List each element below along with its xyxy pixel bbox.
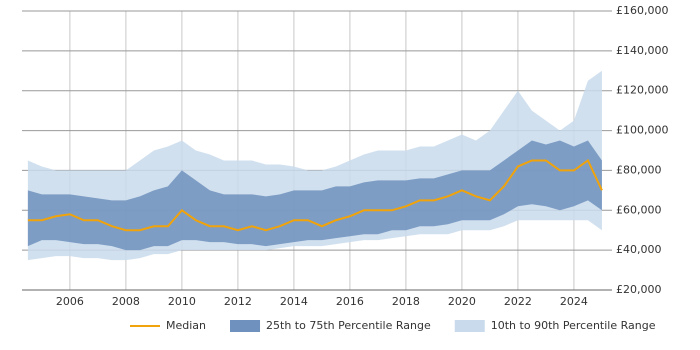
y-tick-label: £40,000 [616,243,662,256]
y-tick-label: £100,000 [616,124,669,137]
x-tick-label: 2020 [448,295,476,308]
x-tick-label: 2014 [280,295,308,308]
legend-label: Median [166,319,206,332]
y-tick-label: £160,000 [616,4,669,17]
x-tick-label: 2016 [336,295,364,308]
legend-label: 10th to 90th Percentile Range [491,319,656,332]
y-tick-label: £60,000 [616,203,662,216]
x-tick-label: 2008 [112,295,140,308]
x-tick-label: 2022 [504,295,532,308]
x-tick-label: 2024 [560,295,588,308]
y-tick-label: £20,000 [616,283,662,296]
legend-label: 25th to 75th Percentile Range [266,319,431,332]
legend-swatch [230,320,261,332]
median-line [27,158,603,232]
y-tick-label: £80,000 [616,163,662,176]
x-tick-label: 2010 [168,295,196,308]
y-tick-label: £140,000 [616,44,669,57]
legend-swatch [454,320,485,332]
x-tick-label: 2006 [56,295,84,308]
x-tick-label: 2012 [224,295,252,308]
x-tick-label: 2018 [392,295,420,308]
y-tick-label: £120,000 [616,84,669,97]
